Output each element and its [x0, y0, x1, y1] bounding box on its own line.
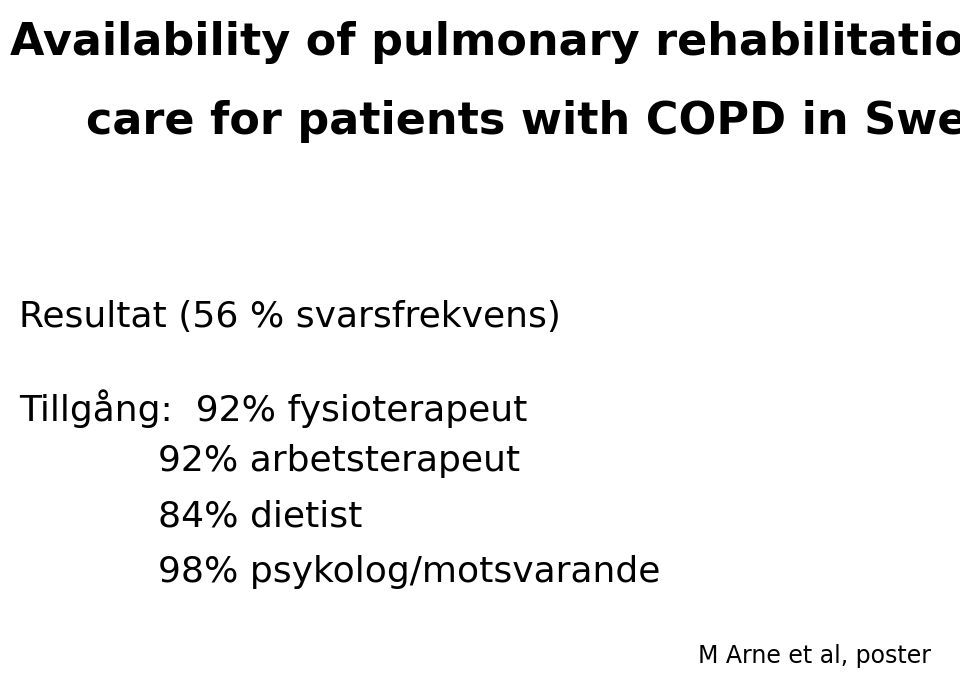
Text: M Arne et al, poster: M Arne et al, poster [698, 644, 931, 668]
Text: 84% dietist: 84% dietist [158, 500, 363, 533]
Text: care for patients with COPD in Sweden: care for patients with COPD in Sweden [86, 100, 960, 143]
Text: Availability of pulmonary rehabilitation in primary: Availability of pulmonary rehabilitation… [10, 21, 960, 63]
Text: Resultat (56 % svarsfrekvens): Resultat (56 % svarsfrekvens) [19, 300, 561, 333]
Text: 98% psykolog/motsvarande: 98% psykolog/motsvarande [158, 555, 660, 588]
Text: Tillgång:  92% fysioterapeut: Tillgång: 92% fysioterapeut [19, 389, 528, 428]
Text: 92% arbetsterapeut: 92% arbetsterapeut [158, 444, 520, 478]
